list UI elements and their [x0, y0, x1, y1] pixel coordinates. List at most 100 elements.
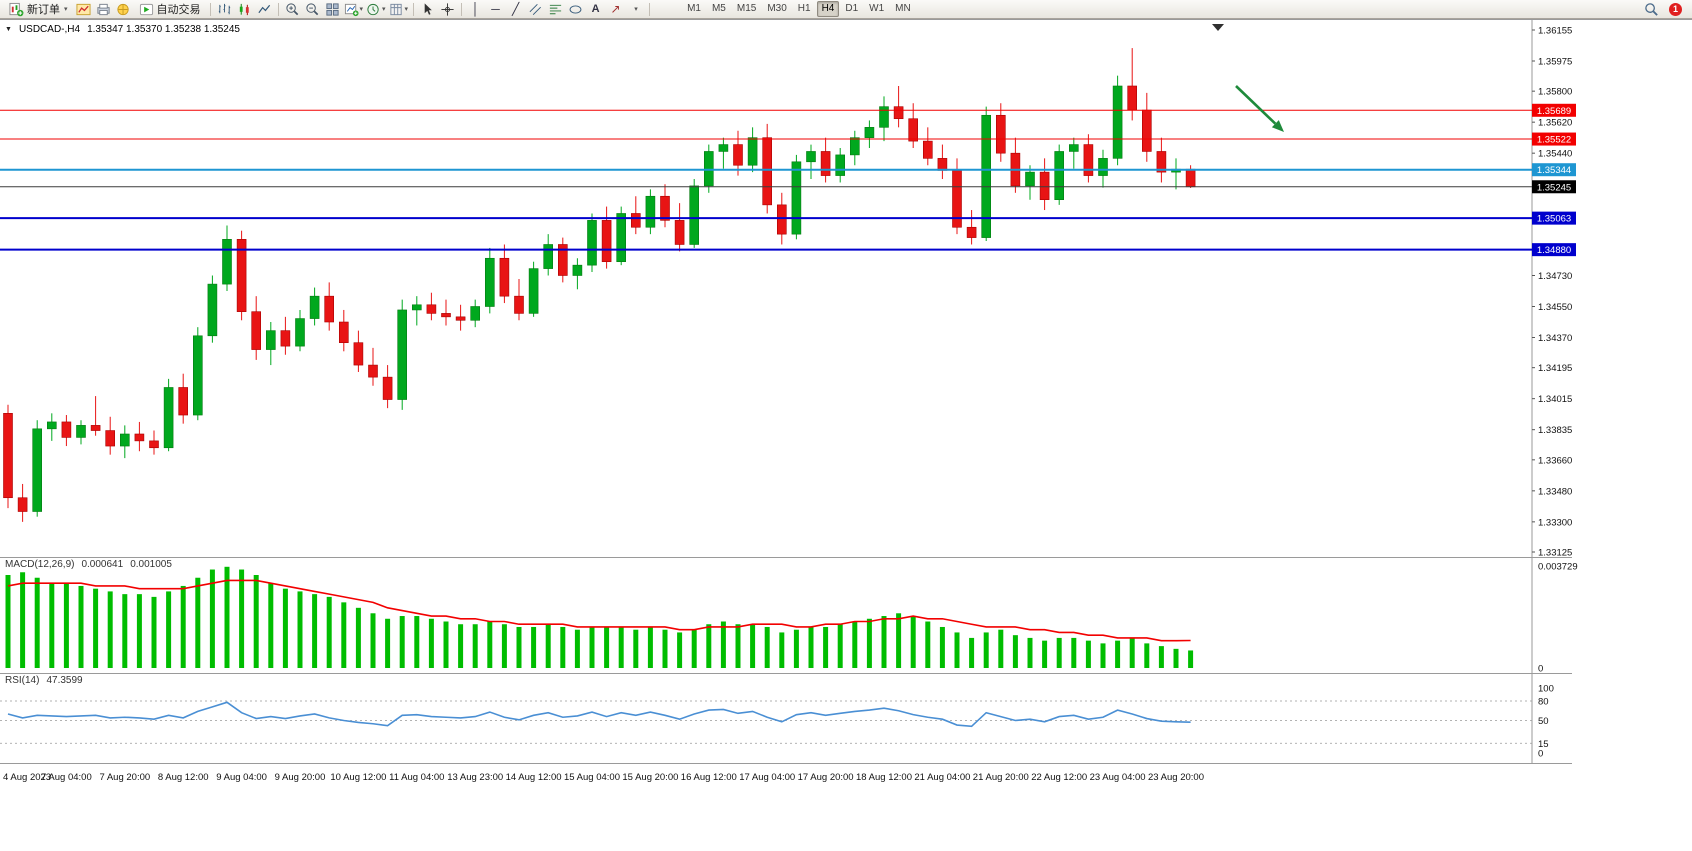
svg-text:1.33300: 1.33300 — [1538, 517, 1572, 528]
price-tag-label: 1.35344 — [1537, 165, 1571, 176]
timeframe-group: M1 M5 M15 M30 H1 H4 D1 W1 MN — [682, 1, 916, 17]
caret-down-icon: ▾ — [359, 6, 364, 13]
chart-symbol-period: USDCAD-,H4 — [18, 24, 81, 35]
text-tool[interactable]: A — [591, 3, 600, 15]
chart-window-button[interactable] — [74, 1, 93, 18]
caret-down-icon: ▾ — [634, 6, 638, 13]
svg-text:1.34015: 1.34015 — [1538, 394, 1572, 405]
svg-text:18 Aug 12:00: 18 Aug 12:00 — [856, 772, 912, 783]
svg-text:10 Aug 12:00: 10 Aug 12:00 — [330, 772, 386, 783]
timeframe-mn-button[interactable]: MN — [895, 3, 911, 14]
rsi-axis: 100 80 50 150 — [1538, 684, 1554, 760]
trendline-tool[interactable]: ╱ — [511, 2, 520, 16]
search-icon — [1645, 2, 1658, 16]
auto-trading-label: 自动交易 — [156, 4, 201, 16]
svg-text:17 Aug 04:00: 17 Aug 04:00 — [739, 772, 795, 783]
trend-arrow[interactable] — [1235, 85, 1277, 125]
cursor-tool-button[interactable] — [418, 1, 437, 18]
new-order-button[interactable]: 新订单 ▾ — [4, 1, 73, 18]
svg-text:50: 50 — [1538, 716, 1549, 727]
timeframe-h1-button[interactable]: H1 — [797, 3, 811, 14]
svg-text:23 Aug 04:00: 23 Aug 04:00 — [1090, 772, 1146, 783]
more-tools-dropdown[interactable]: ▾ — [626, 1, 645, 18]
template-icon — [389, 3, 402, 15]
svg-text:15 Aug 20:00: 15 Aug 20:00 — [622, 772, 678, 783]
zoom-in-button[interactable] — [283, 1, 302, 18]
auto-trading-button[interactable]: 自动交易 — [134, 1, 206, 18]
svg-text:9 Aug 04:00: 9 Aug 04:00 — [216, 772, 267, 783]
rsi-line — [7, 701, 1191, 728]
macd-signal-value: 0.001005 — [130, 559, 172, 570]
macd-axis: 0.003729 0 — [1538, 562, 1578, 675]
line-chart-type-button[interactable] — [255, 1, 274, 18]
vertical-line-tool[interactable]: │ — [471, 2, 480, 16]
tile-windows-button[interactable] — [323, 1, 342, 18]
price-tag-label: 1.35063 — [1537, 214, 1571, 225]
chart-ohlc-values: 1.35347 1.35370 1.35238 1.35245 — [87, 24, 240, 35]
search-button[interactable] — [1642, 1, 1661, 18]
macd-signal-line — [7, 579, 1191, 642]
fibonacci-tool[interactable] — [546, 1, 565, 18]
channel-tool[interactable] — [526, 1, 545, 18]
bar-chart-type-button[interactable] — [215, 1, 234, 18]
fibonacci-icon — [549, 4, 562, 14]
timeframe-m5-button[interactable]: M5 — [711, 3, 726, 14]
toolbar-separator — [209, 2, 211, 16]
timeframe-h4-button[interactable]: H4 — [816, 1, 840, 17]
candles — [3, 48, 1196, 522]
svg-text:0.003729: 0.003729 — [1538, 562, 1578, 573]
svg-text:100: 100 — [1538, 684, 1554, 695]
svg-text:21 Aug 04:00: 21 Aug 04:00 — [914, 772, 970, 783]
print-button[interactable] — [94, 1, 113, 18]
price-tag — [1532, 132, 1576, 146]
crosshair-icon — [441, 2, 454, 16]
clock-icon — [367, 3, 379, 15]
caret-down-icon: ▾ — [64, 6, 68, 13]
timeframe-w1-button[interactable]: W1 — [869, 3, 885, 14]
macd-histogram — [5, 566, 1194, 668]
toolbar-separator — [413, 2, 415, 16]
svg-text:21 Aug 20:00: 21 Aug 20:00 — [973, 772, 1029, 783]
chart-shift-marker[interactable] — [1212, 24, 1224, 31]
price-tag-label: 1.34880 — [1537, 245, 1571, 256]
community-button[interactable] — [114, 1, 133, 18]
shapes-tool[interactable] — [566, 1, 585, 18]
svg-text:23 Aug 20:00: 23 Aug 20:00 — [1148, 772, 1204, 783]
community-icon — [116, 3, 129, 15]
zoom-out-icon — [305, 2, 318, 15]
print-icon — [96, 3, 110, 15]
tile-windows-icon — [325, 2, 339, 16]
crosshair-tool-button[interactable] — [438, 1, 457, 18]
auto-trading-icon — [139, 3, 153, 15]
arrow-tool[interactable]: ↗ — [610, 2, 621, 16]
svg-text:17 Aug 20:00: 17 Aug 20:00 — [798, 772, 854, 783]
timeframe-m1-button[interactable]: M1 — [687, 3, 701, 14]
channel-icon — [529, 3, 542, 15]
price-axis: 1.36155 1.35975 1.35800 1.35620 1.35440 1.347… — [1532, 26, 1572, 559]
timeframe-m15-button[interactable]: M15 — [736, 3, 757, 14]
candlestick-icon — [239, 3, 249, 15]
svg-text:15 Aug 04:00: 15 Aug 04:00 — [564, 772, 620, 783]
caret-down-icon: ▾ — [382, 6, 386, 13]
notification-badge[interactable]: 1 — [1669, 2, 1682, 16]
period-dropdown[interactable]: ▾ — [365, 1, 387, 18]
macd-main-value: 0.000641 — [81, 559, 124, 570]
zoom-out-button[interactable] — [303, 1, 322, 18]
candlestick-type-button[interactable] — [235, 1, 254, 18]
svg-text:8 Aug 12:00: 8 Aug 12:00 — [158, 772, 209, 783]
svg-text:1.33835: 1.33835 — [1538, 425, 1572, 436]
horizontal-line-tool[interactable]: ─ — [491, 2, 500, 16]
price-tag-label: 1.35245 — [1537, 182, 1571, 193]
chart-title: ▼ USDCAD-,H4 1.35347 1.35370 1.35238 1.3… — [5, 24, 240, 35]
template-dropdown[interactable]: ▾ — [388, 1, 410, 18]
new-chart-dropdown[interactable]: ▾ — [343, 1, 365, 18]
toolbar-separator — [649, 2, 651, 16]
macd-label: MACD(12,26,9) 0.000641 0.001005 — [5, 559, 172, 570]
timeframe-d1-button[interactable]: D1 — [845, 3, 859, 14]
timeframe-m30-button[interactable]: M30 — [767, 3, 787, 14]
trend-arrow-head — [1271, 120, 1284, 132]
price-tag — [1532, 243, 1576, 257]
price-tag — [1532, 103, 1576, 117]
expand-triangle-icon[interactable]: ▼ — [5, 26, 12, 33]
